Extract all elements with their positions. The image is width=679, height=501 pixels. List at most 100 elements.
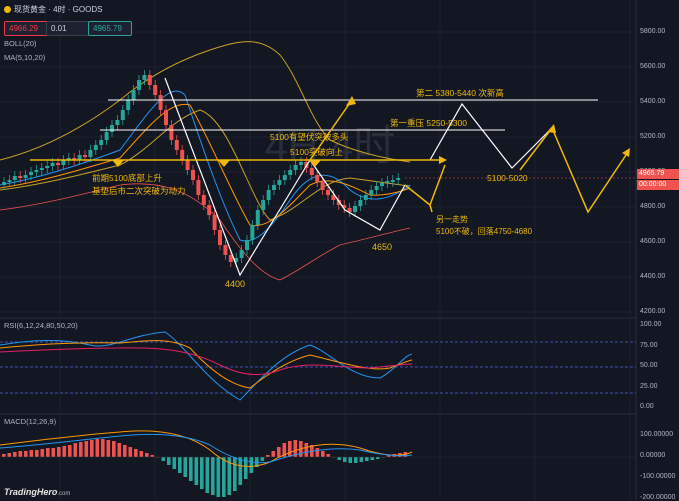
candle-body[interactable] [239, 250, 244, 258]
candle-body[interactable] [110, 125, 114, 132]
candle-body[interactable] [83, 155, 87, 157]
candle-body[interactable] [293, 165, 298, 170]
candle-body[interactable] [45, 166, 50, 168]
macd-axis-tick: 100.00000 [640, 431, 674, 438]
candle-body[interactable] [223, 245, 228, 255]
candle-body[interactable] [88, 150, 93, 157]
annotation-low1: 4400 [225, 279, 246, 289]
candle-body[interactable] [266, 190, 271, 200]
candle-body[interactable] [50, 163, 55, 166]
candle-body[interactable] [288, 170, 293, 175]
candle-body[interactable] [336, 200, 341, 205]
candle-body[interactable] [374, 186, 379, 190]
candle-body[interactable] [277, 180, 282, 185]
candle-body[interactable] [158, 95, 163, 110]
candle-body[interactable] [261, 200, 266, 210]
candle-body[interactable] [29, 172, 33, 175]
candle-body[interactable] [396, 178, 401, 180]
candle-body[interactable] [34, 170, 39, 172]
candle-body[interactable] [131, 90, 136, 100]
candle-body[interactable] [228, 255, 233, 262]
candle-body[interactable] [120, 110, 125, 120]
macd-bar [84, 441, 89, 457]
candle-body[interactable] [39, 168, 44, 170]
macd-indicator-label[interactable]: MACD(12,26,9) [4, 417, 57, 426]
candle-body[interactable] [2, 182, 6, 185]
candle-body[interactable] [347, 208, 352, 212]
candle-body[interactable] [212, 215, 217, 230]
macd-bar [194, 457, 199, 485]
candle-body[interactable] [358, 200, 363, 206]
rsi-indicator-label[interactable]: RSI(6,12,24,80,50,20) [4, 321, 78, 330]
candle-body[interactable] [380, 183, 384, 186]
candle-body[interactable] [7, 180, 12, 182]
candle-body[interactable] [99, 140, 104, 145]
candle-body[interactable] [201, 195, 206, 205]
candle-body[interactable] [353, 206, 357, 212]
candlesticks[interactable] [2, 70, 401, 267]
candle-body[interactable] [18, 176, 23, 178]
candle-body[interactable] [320, 182, 325, 190]
buy-button[interactable]: 4965.79 [88, 21, 132, 36]
candle-body[interactable] [326, 190, 330, 195]
candle-body[interactable] [255, 210, 260, 225]
candle-body[interactable] [245, 240, 249, 250]
candle-body[interactable] [180, 150, 185, 160]
ma-indicator-label[interactable]: MA(5,10,20) [4, 53, 46, 62]
candle-body[interactable] [185, 160, 190, 170]
candle-body[interactable] [234, 258, 239, 262]
macd-bar [293, 440, 298, 457]
candle-body[interactable] [331, 195, 336, 200]
candle-body[interactable] [66, 158, 71, 160]
candle-body[interactable] [342, 205, 347, 208]
rsi-axis-tick: 25.00 [640, 382, 658, 390]
candle-body[interactable] [126, 100, 131, 110]
symbol-header[interactable]: 现货黄金 · 4时 · GOODS [4, 4, 102, 15]
candle-body[interactable] [272, 185, 276, 190]
candle-body[interactable] [282, 175, 287, 180]
macd-bar [57, 447, 61, 457]
candle-body[interactable] [153, 85, 158, 95]
candle-body[interactable] [56, 163, 60, 165]
candle-body[interactable] [315, 175, 320, 182]
spread-value: 0.01 [46, 21, 90, 36]
candle-body[interactable] [169, 125, 174, 140]
candle-body[interactable] [218, 230, 222, 245]
candle-body[interactable] [104, 132, 109, 140]
macd-bar [79, 442, 83, 457]
candle-body[interactable] [115, 120, 120, 125]
candle-body[interactable] [309, 168, 314, 175]
candle-body[interactable] [207, 205, 212, 215]
symbol-title[interactable]: 现货黄金 · 4时 · GOODS [14, 5, 103, 14]
brand-logo[interactable]: TradingHero.com [4, 487, 70, 497]
boll-indicator-label[interactable]: BOLL(20) [4, 39, 37, 48]
sell-button[interactable]: 4966.29 [4, 21, 48, 36]
candle-body[interactable] [174, 140, 179, 150]
annotation-left-line1: 前期5100底部上升 [92, 173, 162, 183]
macd-bar [249, 457, 254, 473]
candle-body[interactable] [12, 176, 17, 180]
candle-body[interactable] [23, 175, 28, 178]
candle-body[interactable] [93, 145, 98, 150]
brand-name: TradingHero [4, 487, 58, 497]
candle-body[interactable] [77, 155, 82, 160]
candle-body[interactable] [142, 75, 147, 80]
rsi-axis-tick: 0.00 [640, 403, 654, 410]
candle-body[interactable] [164, 110, 168, 125]
candle-body[interactable] [369, 190, 374, 195]
price-axis-tick: 4400.00 [640, 273, 666, 280]
candle-body[interactable] [196, 180, 201, 195]
candle-body[interactable] [147, 75, 152, 85]
candle-body[interactable] [137, 80, 141, 90]
candle-body[interactable] [385, 181, 390, 183]
candle-body[interactable] [191, 170, 195, 180]
candle-body[interactable] [250, 225, 255, 240]
candle-body[interactable] [299, 162, 303, 165]
candle-body[interactable] [72, 158, 77, 160]
candle-body[interactable] [61, 160, 66, 165]
macd-bar [145, 453, 149, 457]
candle-body[interactable] [363, 195, 368, 200]
candle-body[interactable] [390, 180, 395, 182]
